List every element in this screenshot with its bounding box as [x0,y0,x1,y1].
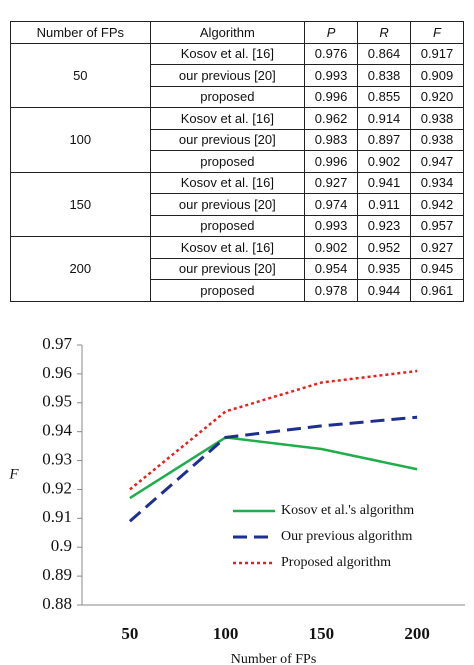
chart: 0.88 0.89 0.9 0.91 0.92 0.93 0.94 0.95 0.96 0.97 5… [8,334,465,665]
series-line [129,436,418,500]
y-tick-label: 0.92 [42,478,72,497]
y-tick-label: 0.89 [42,565,72,584]
y-axis-label: F [8,466,19,482]
cell: 0.911 [357,193,411,216]
row: 200 Kosov et al. [16] 0.902 0.952 0.927 [10,236,464,302]
header-cell: R [357,21,411,44]
row: 50 Kosov et al. [16] 0.976 0.864 0.917 [10,42,464,108]
header-row: Number of FPs Algorithm P R F [10,21,464,44]
header-cell: Algorithm [149,21,306,44]
cell: proposed [149,85,306,108]
cell: Kosov et al. [16] [149,42,306,65]
y-tick-label: 0.95 [42,392,72,411]
row: our previous [20] 0.983 0.897 0.938 [11,128,464,151]
cell: our previous [20] [149,64,306,87]
cell: 0.897 [357,128,411,151]
cell: 0.942 [410,193,464,216]
cell: 0.935 [357,257,411,280]
fps-cell: 150 [10,171,151,237]
cell: 0.941 [357,171,411,194]
y-tick-label: 0.88 [42,594,72,613]
x-tick-label: 100 [213,624,239,643]
fps-cell: 200 [10,236,151,302]
cell: proposed [149,214,306,237]
cell: 0.927 [410,236,464,259]
series-line [129,369,418,491]
cell: 0.938 [410,128,464,151]
cell: 0.996 [304,85,359,108]
cell: 0.917 [410,42,464,65]
cell: 0.993 [304,64,359,87]
cell: 0.983 [304,128,359,151]
row: our previous [20] 0.993 0.838 0.909 [11,64,464,87]
cell: proposed [149,279,306,302]
cell: 0.864 [357,42,411,65]
fps-cell: 50 [10,42,151,108]
y-tick-label: 0.91 [42,507,72,526]
cell: 0.962 [304,107,359,130]
cell: 0.909 [410,64,464,87]
row: proposed 0.996 0.855 0.920 [11,85,464,108]
x-axis-label: Number of FPs [231,652,317,665]
cell: proposed [149,150,306,173]
header-cell: F [410,21,464,44]
row: our previous [20] 0.974 0.911 0.942 [11,193,464,216]
row: 150 Kosov et al. [16] 0.927 0.941 0.934 [10,171,464,237]
cell: 0.996 [304,150,359,173]
row: proposed 0.978 0.944 0.961 [11,279,464,302]
cell: 0.945 [410,257,464,280]
cell: 0.974 [304,193,359,216]
y-tick-label: 0.94 [42,421,72,440]
cell: 0.920 [410,85,464,108]
series-line [128,415,418,523]
cell: our previous [20] [149,193,306,216]
legend-label: Kosov et al.'s algorithm [281,503,414,518]
cell: 0.976 [304,42,359,65]
x-tick-label: 50 [121,624,138,643]
cell: Kosov et al. [16] [149,171,306,194]
cell: 0.944 [357,279,411,302]
row: our previous [20] 0.954 0.935 0.945 [11,257,464,280]
x-tick-label: 200 [404,624,430,643]
header-cell: Number of FPs [10,21,151,44]
legend-label: Proposed algorithm [281,555,391,570]
y-tick-label: 0.97 [42,334,72,353]
cell: 0.954 [304,257,359,280]
cell: our previous [20] [149,257,306,280]
header-cell: P [304,21,359,44]
cell: 0.938 [410,107,464,130]
legend-label: Our previous algorithm [281,529,413,544]
cell: 0.947 [410,150,464,173]
y-tick-label: 0.9 [51,536,72,555]
cell: Kosov et al. [16] [149,236,306,259]
cell: 0.927 [304,171,359,194]
cell: 0.952 [357,236,411,259]
y-tick-label: 0.96 [42,363,72,382]
row: proposed 0.996 0.902 0.947 [11,150,464,173]
cell: 0.978 [304,279,359,302]
cell: 0.957 [410,214,464,237]
row: proposed 0.993 0.923 0.957 [11,214,464,237]
cell: 0.902 [357,150,411,173]
y-tick-label: 0.93 [42,449,72,468]
results-table: Number of FPs Algorithm P R F 50 Kosov et al. … [10,21,464,302]
cell: 0.934 [410,171,464,194]
cell: 0.993 [304,214,359,237]
cell: 0.855 [357,85,411,108]
cell: 0.838 [357,64,411,87]
cell: 0.902 [304,236,359,259]
cell: 0.961 [410,279,464,302]
row: 100 Kosov et al. [16] 0.962 0.914 0.938 [10,107,464,173]
cell: Kosov et al. [16] [149,107,306,130]
x-tick-label: 150 [309,624,335,643]
cell: 0.923 [357,214,411,237]
cell: our previous [20] [149,128,306,151]
cell: 0.914 [357,107,411,130]
fps-cell: 100 [10,107,151,173]
